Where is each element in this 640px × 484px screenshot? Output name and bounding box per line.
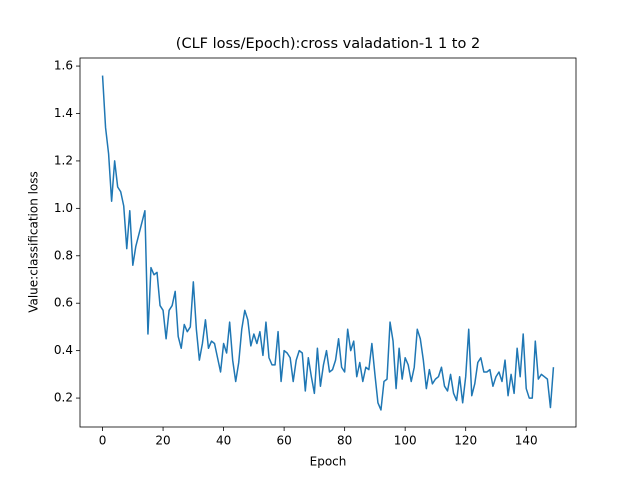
y-tick-label: 1.4 [54, 106, 73, 120]
x-tick-label: 100 [394, 434, 417, 448]
y-tick-label: 1.2 [54, 153, 73, 167]
y-tick-label: 0.8 [54, 248, 73, 262]
y-tick-label: 1.6 [54, 59, 73, 73]
y-tick-label: 1.0 [54, 201, 73, 215]
data-line [101, 75, 555, 411]
x-tick-label: 60 [276, 434, 291, 448]
x-tick-label: 40 [216, 434, 231, 448]
x-tick-label: 0 [99, 434, 107, 448]
x-tick-label: 120 [454, 434, 477, 448]
x-tick-label: 80 [337, 434, 352, 448]
chart-title: (CLF loss/Epoch):cross valadation-1 1 to… [176, 36, 480, 52]
y-axis-label: Value:classification loss [27, 171, 41, 313]
plot-frame [79, 57, 577, 428]
y-tick-label: 0.6 [54, 296, 73, 310]
x-tick-label: 20 [155, 434, 170, 448]
y-tick-label: 0.2 [54, 391, 73, 405]
x-axis-label: Epoch [310, 455, 347, 469]
y-tick-label: 0.4 [54, 343, 73, 357]
x-tick-label: 140 [515, 434, 538, 448]
